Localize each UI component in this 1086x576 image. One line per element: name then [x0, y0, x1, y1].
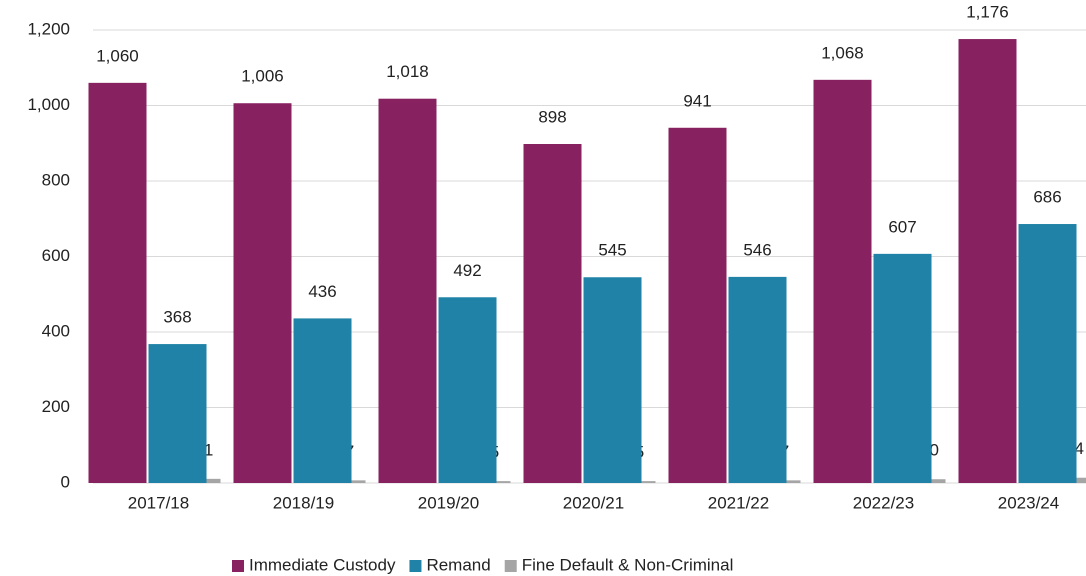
y-tick-label: 0 — [61, 472, 70, 491]
y-tick-label: 800 — [42, 170, 70, 189]
bar — [728, 276, 787, 483]
bar — [293, 318, 352, 483]
bar — [873, 253, 932, 483]
bar — [438, 297, 497, 483]
bar — [523, 144, 582, 483]
data-label: 492 — [453, 261, 481, 280]
data-label: 1,018 — [386, 62, 429, 81]
data-label: 436 — [308, 282, 336, 301]
bar — [378, 98, 437, 483]
y-tick-label: 1,000 — [27, 95, 70, 114]
data-label: 686 — [1033, 188, 1061, 207]
bar — [668, 127, 727, 484]
data-label: 545 — [598, 241, 626, 260]
bar — [958, 39, 1017, 484]
x-tick-label: 2017/18 — [128, 493, 189, 512]
x-tick-label: 2019/20 — [418, 493, 479, 512]
y-tick-label: 400 — [42, 321, 70, 340]
x-tick-label: 2020/21 — [563, 493, 624, 512]
bar — [88, 82, 147, 483]
x-tick-label: 2021/22 — [708, 493, 769, 512]
data-label: 546 — [743, 240, 771, 259]
legend-label: Remand — [426, 555, 490, 574]
bar — [583, 277, 642, 483]
legend-label: Fine Default & Non-Criminal — [522, 555, 734, 574]
bar — [233, 103, 292, 484]
y-tick-label: 200 — [42, 397, 70, 416]
legend-label: Immediate Custody — [249, 555, 396, 574]
legend-swatch — [232, 560, 244, 572]
data-label: 607 — [888, 217, 916, 236]
x-tick-label: 2022/23 — [853, 493, 914, 512]
data-label: 1,006 — [241, 67, 284, 86]
bar — [148, 344, 207, 483]
data-label: 368 — [163, 308, 191, 327]
y-tick-label: 1,200 — [27, 19, 70, 38]
data-label: 1,176 — [966, 3, 1009, 22]
x-tick-label: 2023/24 — [998, 493, 1059, 512]
legend-swatch — [504, 560, 517, 572]
data-label: 941 — [683, 91, 711, 110]
data-label: 1,060 — [96, 46, 139, 65]
y-tick-label: 600 — [42, 246, 70, 265]
bar — [1018, 224, 1077, 483]
data-label: 898 — [538, 107, 566, 126]
data-label: 1,068 — [821, 43, 864, 62]
bar — [813, 79, 872, 483]
legend-swatch — [409, 560, 422, 572]
x-tick-label: 2018/19 — [273, 493, 334, 512]
